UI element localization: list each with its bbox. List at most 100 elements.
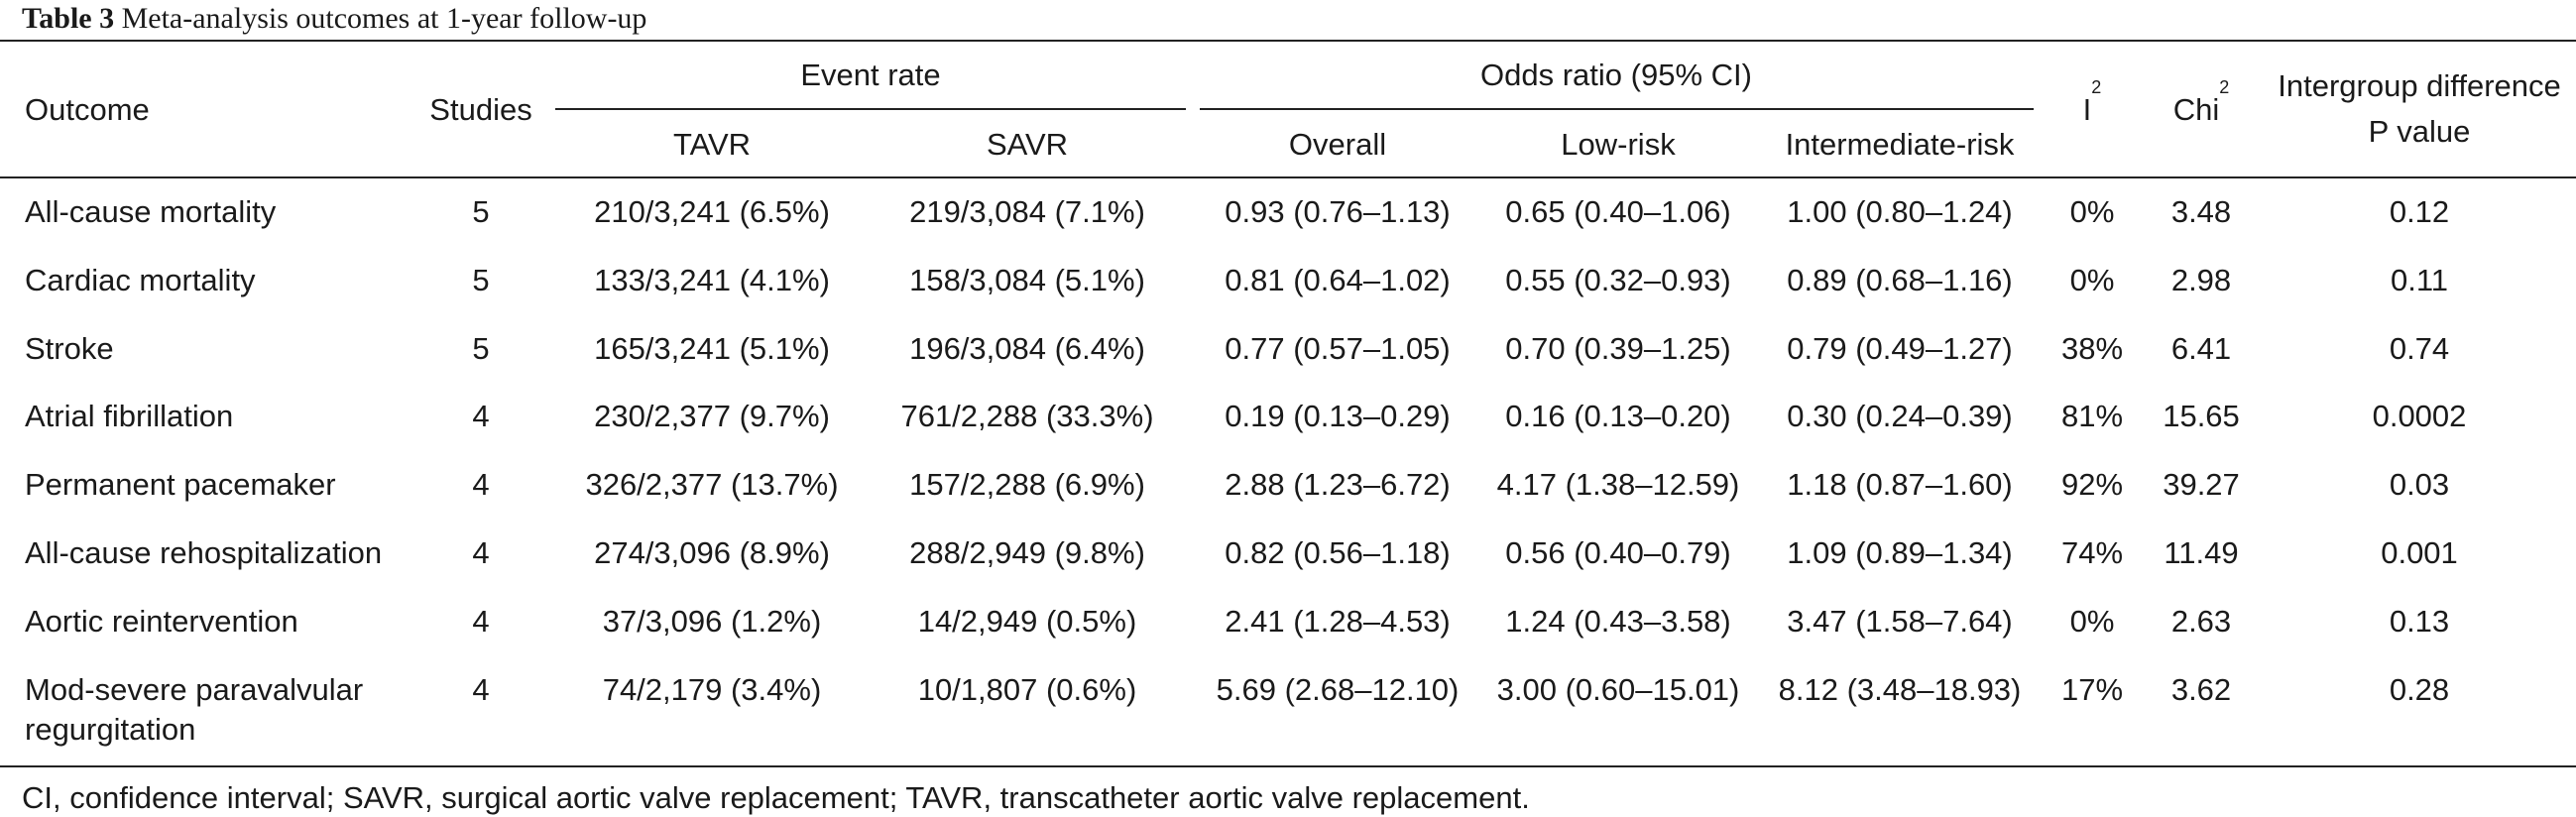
- cell-chi2: 6.41: [2170, 331, 2232, 366]
- header-tavr: TAVR: [672, 127, 752, 162]
- cell-savr: 158/3,084 (5.1%): [909, 263, 1145, 297]
- cell-outcome: Aortic reintervention: [25, 604, 298, 639]
- chi2-superscript: 2: [2219, 77, 2230, 97]
- cell-overall: 0.81 (0.64–1.02): [1225, 263, 1451, 297]
- header-overall: Overall: [1288, 127, 1387, 162]
- header-rule: [0, 176, 2576, 178]
- header-low-risk: Low-risk: [1561, 127, 1676, 162]
- cell-outcome: Atrial fibrillation: [25, 399, 234, 433]
- cell-low-risk: 3.00 (0.60–15.01): [1496, 672, 1740, 707]
- cell-outcome: Permanent pacemaker: [25, 467, 336, 502]
- cell-intermediate-risk: 1.18 (0.87–1.60): [1787, 467, 2013, 502]
- cell-intermediate-risk: 1.09 (0.89–1.34): [1787, 535, 2013, 570]
- cell-tavr: 133/3,241 (4.1%): [594, 263, 830, 297]
- cell-intermediate-risk: 0.79 (0.49–1.27): [1787, 331, 2013, 366]
- table-footnote: CI, confidence interval; SAVR, surgical …: [22, 780, 1530, 815]
- cell-studies: 4: [472, 672, 490, 707]
- cell-intermediate-risk: 0.30 (0.24–0.39): [1787, 399, 2013, 433]
- cell-savr: 219/3,084 (7.1%): [909, 194, 1145, 229]
- cell-overall: 0.82 (0.56–1.18): [1225, 535, 1451, 570]
- header-intermediate-risk: Intermediate-risk: [1785, 127, 2015, 162]
- i2-label: I: [2082, 92, 2092, 127]
- cell-overall: 2.88 (1.23–6.72): [1225, 467, 1451, 502]
- cell-outcome: Cardiac mortality: [25, 263, 256, 297]
- cell-studies: 4: [472, 399, 490, 433]
- cell-intermediate-risk: 1.00 (0.80–1.24): [1787, 194, 2013, 229]
- cell-p-value: 0.11: [2390, 263, 2449, 297]
- header-chi2: Chi2: [2172, 78, 2230, 129]
- cell-low-risk: 0.65 (0.40–1.06): [1505, 194, 1731, 229]
- cell-overall: 2.41 (1.28–4.53): [1225, 604, 1451, 639]
- cell-low-risk: 0.16 (0.13–0.20): [1505, 399, 1731, 433]
- cell-overall: 5.69 (2.68–12.10): [1216, 672, 1460, 707]
- cell-studies: 5: [472, 331, 490, 366]
- cell-i2: 0%: [2069, 194, 2115, 229]
- cell-savr: 157/2,288 (6.9%): [909, 467, 1145, 502]
- cell-low-risk: 0.55 (0.32–0.93): [1505, 263, 1731, 297]
- cell-tavr: 74/2,179 (3.4%): [602, 672, 822, 707]
- cell-overall: 0.77 (0.57–1.05): [1225, 331, 1451, 366]
- header-odds-ratio: Odds ratio (95% CI): [1480, 58, 1752, 92]
- cell-chi2: 2.98: [2170, 263, 2232, 297]
- cell-low-risk: 0.70 (0.39–1.25): [1505, 331, 1731, 366]
- header-event-rate: Event rate: [800, 58, 941, 92]
- cell-i2: 17%: [2060, 672, 2124, 707]
- cell-outcome: All-cause rehospitalization: [25, 535, 383, 570]
- cell-i2: 92%: [2060, 467, 2124, 502]
- bottom-rule: [0, 765, 2576, 767]
- header-intergroup-line2: P value: [2368, 114, 2471, 149]
- cell-savr: 288/2,949 (9.8%): [909, 535, 1145, 570]
- cell-savr: 761/2,288 (33.3%): [900, 399, 1154, 433]
- cell-overall: 0.19 (0.13–0.29): [1225, 399, 1451, 433]
- cell-p-value: 0.13: [2389, 604, 2450, 639]
- cell-overall: 0.93 (0.76–1.13): [1225, 194, 1451, 229]
- cell-intermediate-risk: 8.12 (3.48–18.93): [1778, 672, 2022, 707]
- header-outcome: Outcome: [25, 92, 150, 127]
- cell-chi2: 15.65: [2163, 399, 2240, 433]
- header-i2: I2: [2082, 78, 2102, 129]
- cell-i2: 38%: [2060, 331, 2124, 366]
- header-savr: SAVR: [986, 127, 1069, 162]
- cell-i2: 0%: [2069, 604, 2115, 639]
- cell-low-risk: 4.17 (1.38–12.59): [1496, 467, 1740, 502]
- cell-p-value: 0.12: [2389, 194, 2450, 229]
- cell-outcome: Stroke: [25, 331, 114, 366]
- cell-outcome: Mod-severe paravalvular: [25, 672, 364, 707]
- header-studies: Studies: [429, 92, 532, 127]
- chi2-label: Chi: [2172, 92, 2220, 127]
- cell-chi2: 3.62: [2170, 672, 2232, 707]
- cell-savr: 196/3,084 (6.4%): [909, 331, 1145, 366]
- cell-studies: 5: [472, 263, 490, 297]
- cell-chi2: 39.27: [2163, 467, 2240, 502]
- table-title: Meta-analysis outcomes at 1-year follow-…: [121, 2, 647, 35]
- i2-superscript: 2: [2091, 77, 2102, 97]
- cell-intermediate-risk: 0.89 (0.68–1.16): [1787, 263, 2013, 297]
- cell-tavr: 274/3,096 (8.9%): [594, 535, 830, 570]
- cell-i2: 0%: [2069, 263, 2115, 297]
- cell-studies: 4: [472, 467, 490, 502]
- cell-p-value: 0.001: [2381, 535, 2458, 570]
- cell-low-risk: 1.24 (0.43–3.58): [1505, 604, 1731, 639]
- cell-outcome: All-cause mortality: [25, 194, 277, 229]
- cell-studies: 4: [472, 535, 490, 570]
- cell-savr: 10/1,807 (0.6%): [917, 672, 1137, 707]
- cell-chi2: 2.63: [2170, 604, 2232, 639]
- cell-savr: 14/2,949 (0.5%): [917, 604, 1137, 639]
- cell-studies: 4: [472, 604, 490, 639]
- header-intergroup-line1: Intergroup difference: [2278, 68, 2561, 103]
- cell-p-value: 0.0002: [2372, 399, 2467, 433]
- cell-tavr: 210/3,241 (6.5%): [594, 194, 830, 229]
- cell-i2: 81%: [2060, 399, 2124, 433]
- cell-low-risk: 0.56 (0.40–0.79): [1505, 535, 1731, 570]
- cell-chi2: 3.48: [2170, 194, 2232, 229]
- cell-studies: 5: [472, 194, 490, 229]
- table-label: Table 3: [22, 2, 115, 35]
- cell-tavr: 326/2,377 (13.7%): [585, 467, 839, 502]
- cell-i2: 74%: [2060, 535, 2124, 570]
- odds-ratio-rule: [1200, 108, 2034, 110]
- top-rule: [0, 40, 2576, 42]
- cell-tavr: 37/3,096 (1.2%): [602, 604, 822, 639]
- cell-p-value: 0.03: [2389, 467, 2450, 502]
- cell-chi2: 11.49: [2164, 535, 2239, 570]
- cell-tavr: 165/3,241 (5.1%): [594, 331, 830, 366]
